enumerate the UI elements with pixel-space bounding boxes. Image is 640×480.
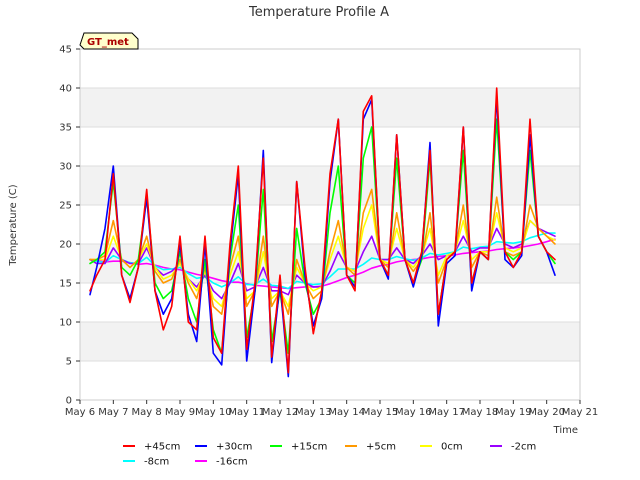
legend-label: -16cm	[216, 457, 248, 468]
y-tick-label: 15	[59, 279, 72, 290]
series-line-45cm	[89, 87, 556, 374]
x-tick-label: May 10	[195, 407, 232, 418]
y-tick-label: 45	[59, 45, 72, 56]
grid-bands	[80, 88, 580, 361]
legend-label: +45cm	[144, 442, 180, 453]
legend-label: +30cm	[216, 442, 252, 453]
y-tick-label: 25	[59, 201, 72, 212]
x-tick-label: May 11	[228, 407, 265, 418]
y-axis-ticks: 0 5 10 15 20 25 30 35 40 45	[59, 45, 80, 407]
x-tick-label: May 20	[528, 407, 565, 418]
series-line-15cm	[89, 118, 556, 355]
y-tick-label: 0	[66, 396, 72, 407]
gt-met-badge: GT_met	[79, 32, 139, 50]
legend: +45cm +30cm +15cm +5cm 0cm -2cm -8cm -16cm	[123, 442, 536, 468]
x-tick-label: May 21	[562, 407, 599, 418]
legend-label: 0cm	[441, 442, 463, 453]
plot-area-frame	[79, 48, 581, 401]
x-tick-label: May 14	[328, 407, 365, 418]
x-tick-label: May 17	[428, 407, 465, 418]
badge-label: GT_met	[87, 37, 129, 48]
legend-label: -2cm	[511, 442, 536, 453]
y-tick-label: 35	[59, 123, 72, 134]
y-tick-label: 10	[59, 318, 72, 329]
x-tick-label: May 8	[132, 407, 162, 418]
x-tick-label: May 13	[295, 407, 332, 418]
x-tick-label: May 16	[395, 407, 432, 418]
x-tick-label: May 15	[362, 407, 399, 418]
y-tick-label: 20	[59, 240, 72, 251]
y-tick-label: 30	[59, 162, 72, 173]
y-axis-label: Temperature (C)	[8, 184, 19, 266]
legend-label: -8cm	[144, 457, 169, 468]
legend-label: +5cm	[366, 442, 396, 453]
x-tick-label: May 12	[262, 407, 299, 418]
x-axis-label: Time	[553, 425, 578, 436]
x-tick-label: May 9	[165, 407, 195, 418]
grid-band	[80, 88, 580, 127]
grid-band	[80, 322, 580, 361]
x-tick-label: May 6	[65, 407, 95, 418]
y-tick-label: 5	[66, 357, 72, 368]
x-tick-label: May 7	[98, 407, 128, 418]
y-tick-label: 40	[59, 84, 72, 95]
legend-label: +15cm	[291, 442, 327, 453]
x-tick-label: May 19	[495, 407, 532, 418]
series-lines	[89, 87, 556, 378]
chart-title: Temperature Profile A	[248, 5, 389, 20]
badge-box	[79, 32, 139, 50]
x-tick-label: May 18	[462, 407, 499, 418]
